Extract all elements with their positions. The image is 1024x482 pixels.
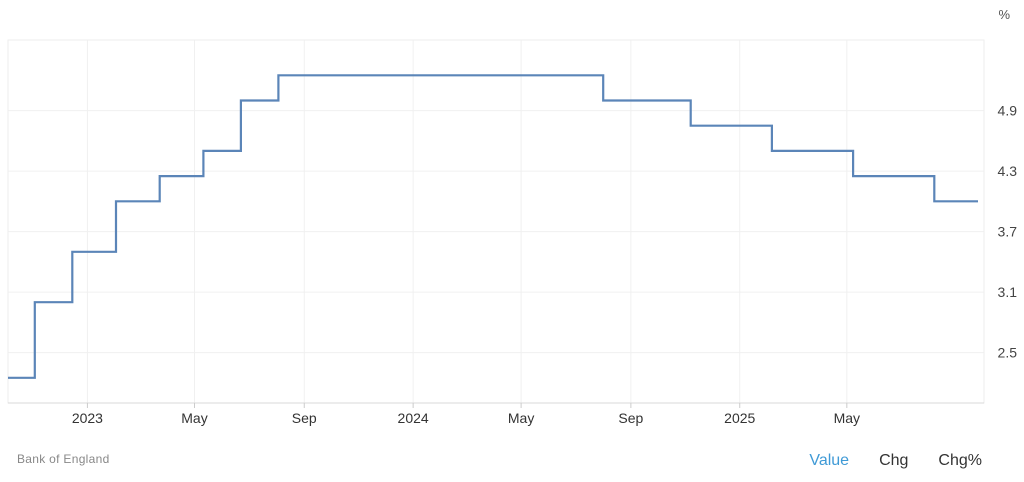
source-label: Bank of England bbox=[17, 452, 110, 466]
y-tick-label: 3.1 bbox=[998, 284, 1018, 300]
x-tick-label: May bbox=[508, 410, 534, 426]
view-tabs: Value Chg Chg% bbox=[809, 452, 982, 470]
x-tick-label: 2024 bbox=[398, 410, 429, 426]
unit-label: % bbox=[998, 7, 1010, 22]
x-tick-label: 2025 bbox=[724, 410, 755, 426]
tab-chg[interactable]: Chg bbox=[879, 452, 909, 469]
series-line bbox=[8, 74, 978, 379]
chart-grid bbox=[8, 40, 984, 403]
y-tick-label: 3.7 bbox=[998, 224, 1018, 240]
x-axis-ticks: 2023 May Sep 2024 May Sep 2025 May bbox=[72, 403, 860, 426]
x-tick-label: Sep bbox=[292, 410, 317, 426]
tab-value[interactable]: Value bbox=[809, 452, 850, 469]
plot-frame bbox=[7, 39, 985, 404]
x-tick-label: Sep bbox=[618, 410, 643, 426]
x-tick-label: May bbox=[181, 410, 207, 426]
y-tick-label: 2.5 bbox=[998, 345, 1018, 361]
y-axis-ticks: 2.5 3.1 3.7 4.3 4.9 bbox=[998, 103, 1018, 361]
y-tick-label: 4.9 bbox=[998, 103, 1018, 119]
x-tick-label: May bbox=[834, 410, 860, 426]
y-tick-label: 4.3 bbox=[998, 163, 1018, 179]
tab-chg-percent[interactable]: Chg% bbox=[938, 452, 982, 469]
x-tick-label: 2023 bbox=[72, 410, 103, 426]
